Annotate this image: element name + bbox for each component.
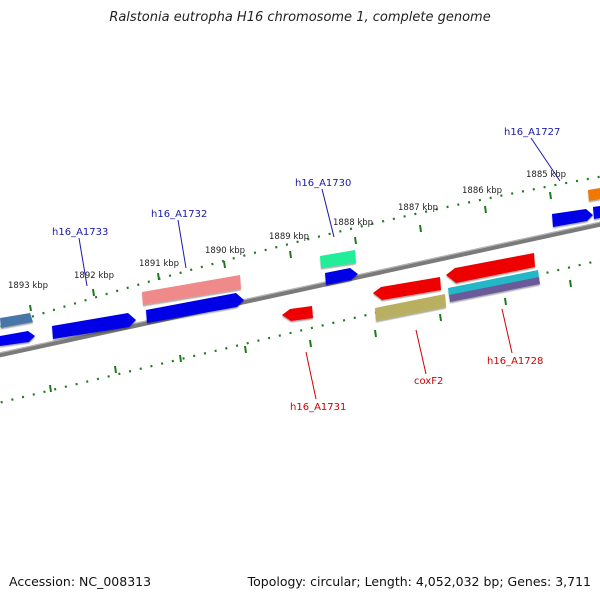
gene-label-h16-a1732[interactable]: h16_A1732	[151, 209, 207, 220]
gene-feature[interactable]	[282, 306, 313, 321]
gene-feature[interactable]	[146, 293, 244, 323]
gene-label-h16-a1727[interactable]: h16_A1727	[504, 127, 560, 138]
gene-label-h16-a1733[interactable]: h16_A1733	[52, 227, 108, 238]
gene-label-h16-a1730[interactable]: h16_A1730	[295, 178, 351, 189]
kbp-label: 1887 kbp	[398, 203, 438, 213]
gene-feature[interactable]	[552, 209, 593, 227]
kbp-label: 1888 kbp	[333, 218, 373, 228]
kbp-scale-labels: 1893 kbp 1892 kbp 1891 kbp 1890 kbp 1889…	[8, 170, 566, 291]
gene-feature[interactable]	[373, 277, 441, 300]
map-title: Ralstonia eutropha H16 chromosome 1, com…	[109, 10, 491, 25]
kbp-label: 1886 kbp	[462, 186, 502, 196]
kbp-label: 1889 kbp	[269, 232, 309, 242]
chromosome-backbone	[0, 221, 600, 358]
accession-text: Accession: NC_008313	[9, 574, 152, 589]
kbp-label: 1885 kbp	[526, 170, 566, 180]
gene-feature[interactable]	[449, 277, 540, 302]
gene-feature[interactable]	[0, 331, 35, 346]
gene-feature[interactable]	[0, 313, 33, 328]
gene-feature[interactable]	[142, 275, 241, 305]
topology-text: Topology: circular; Length: 4,052,032 bp…	[247, 574, 591, 589]
outer-tick-ring	[0, 175, 600, 328]
gene-labels: h16_A1733 h16_A1732 h16_A1730 h16_A1727 …	[52, 127, 560, 413]
inner-tick-ring	[0, 259, 600, 404]
gene-label-h16-a1728[interactable]: h16_A1728	[487, 356, 543, 367]
inner-major-ticks	[49, 279, 572, 393]
kbp-label: 1892 kbp	[74, 271, 114, 281]
gene-feature[interactable]	[375, 294, 446, 321]
forward-genes	[0, 188, 600, 346]
kbp-label: 1893 kbp	[8, 281, 48, 291]
gene-feature[interactable]	[593, 206, 600, 219]
kbp-label: 1890 kbp	[205, 246, 245, 256]
gene-feature[interactable]	[446, 253, 535, 283]
gene-feature[interactable]	[320, 250, 356, 268]
label-leaders	[78, 137, 561, 400]
outer-major-ticks	[29, 191, 552, 312]
gene-feature[interactable]	[448, 270, 539, 296]
gene-feature[interactable]	[52, 313, 136, 339]
gene-label-h16-a1731[interactable]: h16_A1731	[290, 402, 346, 413]
reverse-genes	[282, 253, 540, 321]
gene-label-coxf2[interactable]: coxF2	[414, 376, 443, 387]
gene-feature[interactable]	[588, 188, 600, 201]
gene-feature[interactable]	[325, 268, 358, 285]
kbp-label: 1891 kbp	[139, 259, 179, 269]
